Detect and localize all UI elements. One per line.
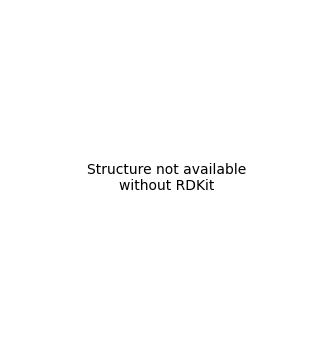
Text: Structure not available
without RDKit: Structure not available without RDKit <box>87 163 247 193</box>
